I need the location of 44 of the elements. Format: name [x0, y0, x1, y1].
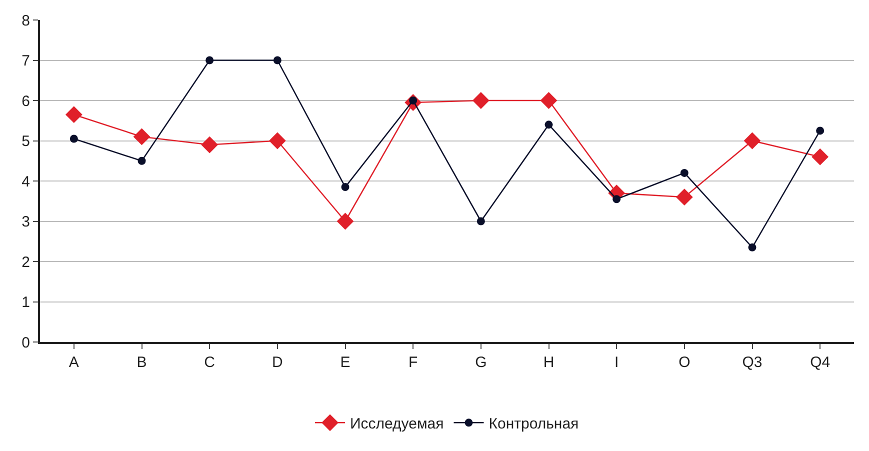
y-tick-label: 2: [22, 254, 30, 271]
point: [133, 128, 150, 146]
point: [476, 217, 485, 226]
y-tick-label: 3: [22, 214, 30, 230]
legend-label: Контрольная: [488, 416, 579, 432]
point: [341, 183, 350, 192]
y-tick-label: 1: [22, 294, 30, 311]
point: [816, 126, 824, 135]
point: [268, 132, 286, 150]
x-tick-label: O: [678, 354, 690, 371]
point: [676, 188, 693, 206]
x-tick-label: B: [136, 354, 147, 371]
x-tick-label: C: [204, 354, 216, 371]
point: [65, 106, 82, 124]
x-tick-label: G: [475, 354, 487, 371]
point: [744, 132, 761, 150]
point: [612, 195, 621, 204]
point: [748, 243, 756, 252]
point: [201, 136, 218, 154]
x-tick-label: Q4: [810, 354, 830, 371]
x-tick-label: A: [68, 354, 79, 371]
y-tick-label: 4: [22, 173, 30, 190]
x-tick-label: D: [272, 354, 283, 371]
y-tick-label: 0: [22, 334, 30, 352]
y-tick-label: 7: [22, 52, 30, 70]
x-tick-label: F: [408, 354, 418, 371]
point: [680, 168, 688, 177]
x-tick-label: Q3: [742, 354, 762, 371]
point: [138, 156, 146, 165]
x-tick-label: I: [614, 354, 619, 371]
x-tick-label: H: [543, 354, 554, 371]
point: [273, 56, 282, 64]
y-tick-label: 6: [22, 92, 30, 110]
point: [206, 56, 214, 64]
x-tick-label: E: [340, 354, 350, 371]
legend-label: Исследуемая: [350, 416, 444, 432]
point: [336, 212, 354, 230]
y-tick-label: 5: [22, 133, 30, 150]
point: [540, 92, 558, 109]
point: [812, 148, 829, 166]
point: [472, 92, 490, 109]
y-tick-label: 8: [22, 12, 30, 30]
point: [544, 120, 553, 129]
point: [70, 134, 78, 143]
